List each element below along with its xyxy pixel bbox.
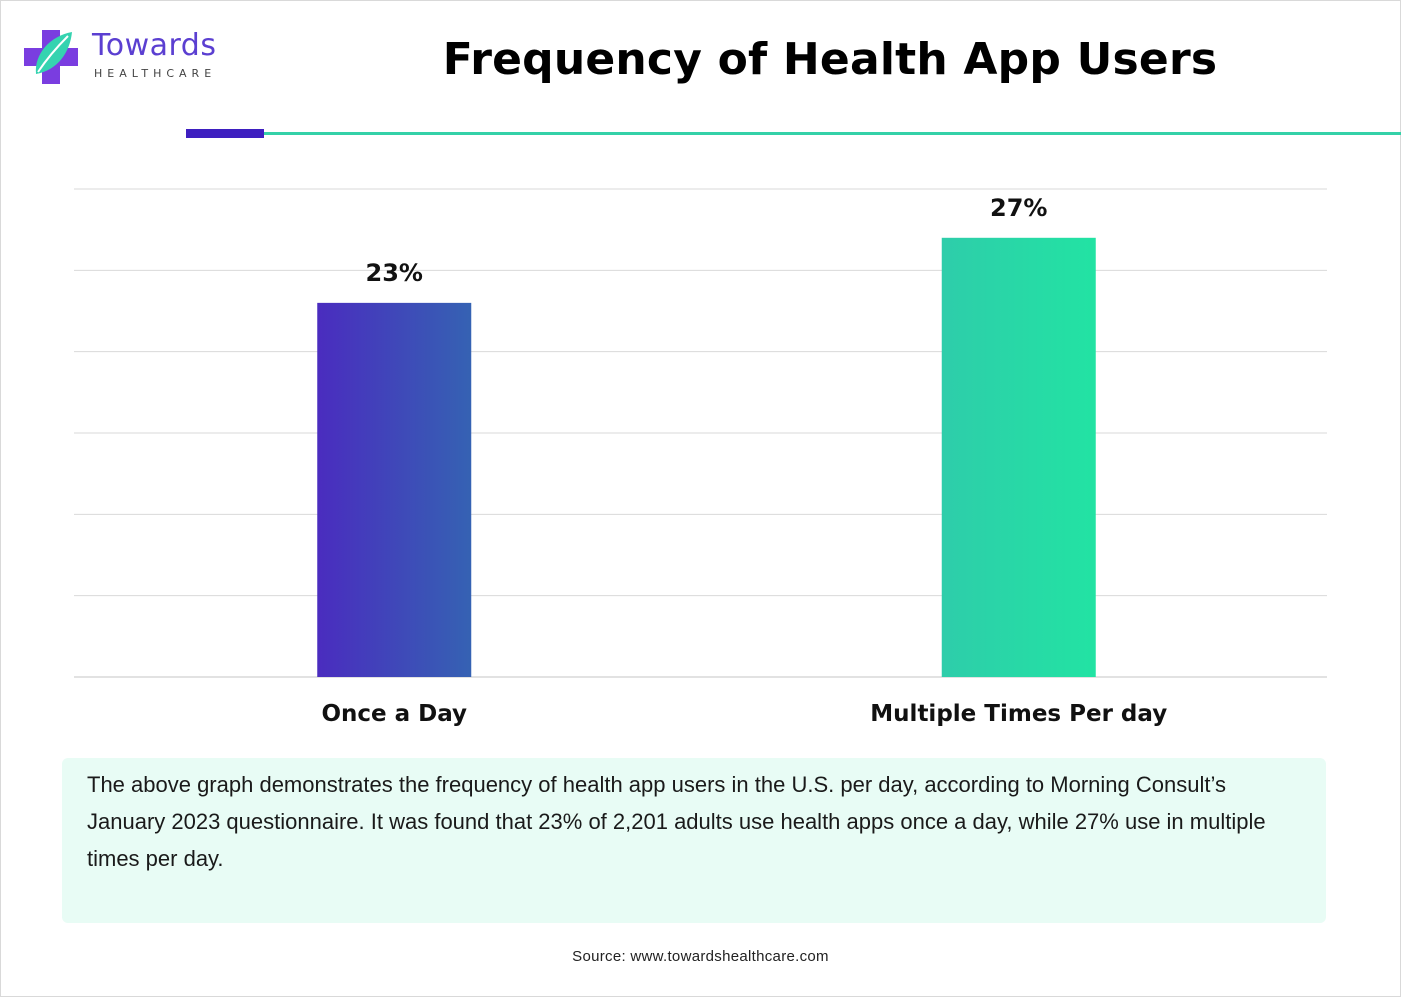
description-text: The above graph demonstrates the frequen… bbox=[87, 772, 1266, 871]
bar-multiple-times-per-day bbox=[941, 237, 1096, 678]
chart-title: Frequency of Health App Users bbox=[442, 34, 1218, 85]
header-rule-accent bbox=[186, 129, 264, 138]
x-tick-label: Multiple Times Per day bbox=[870, 701, 1167, 727]
brand-logo: Towards HEALTHCARE bbox=[22, 26, 232, 90]
bar-once-a-day bbox=[317, 302, 472, 677]
brand-subtitle: HEALTHCARE bbox=[94, 67, 217, 80]
source-credit: Source: www.towardshealthcare.com bbox=[572, 948, 829, 965]
brand-name: Towards bbox=[92, 28, 217, 63]
x-tick-label: Once a Day bbox=[321, 701, 467, 727]
medical-cross-leaf-icon bbox=[24, 30, 78, 84]
bar-chart: 23% Once a Day 27% Multiple Times Per day bbox=[74, 188, 1327, 727]
description-box: The above graph demonstrates the frequen… bbox=[62, 758, 1326, 923]
data-label: 27% bbox=[990, 194, 1047, 222]
header-rule bbox=[186, 132, 1401, 135]
data-label: 23% bbox=[366, 259, 423, 287]
